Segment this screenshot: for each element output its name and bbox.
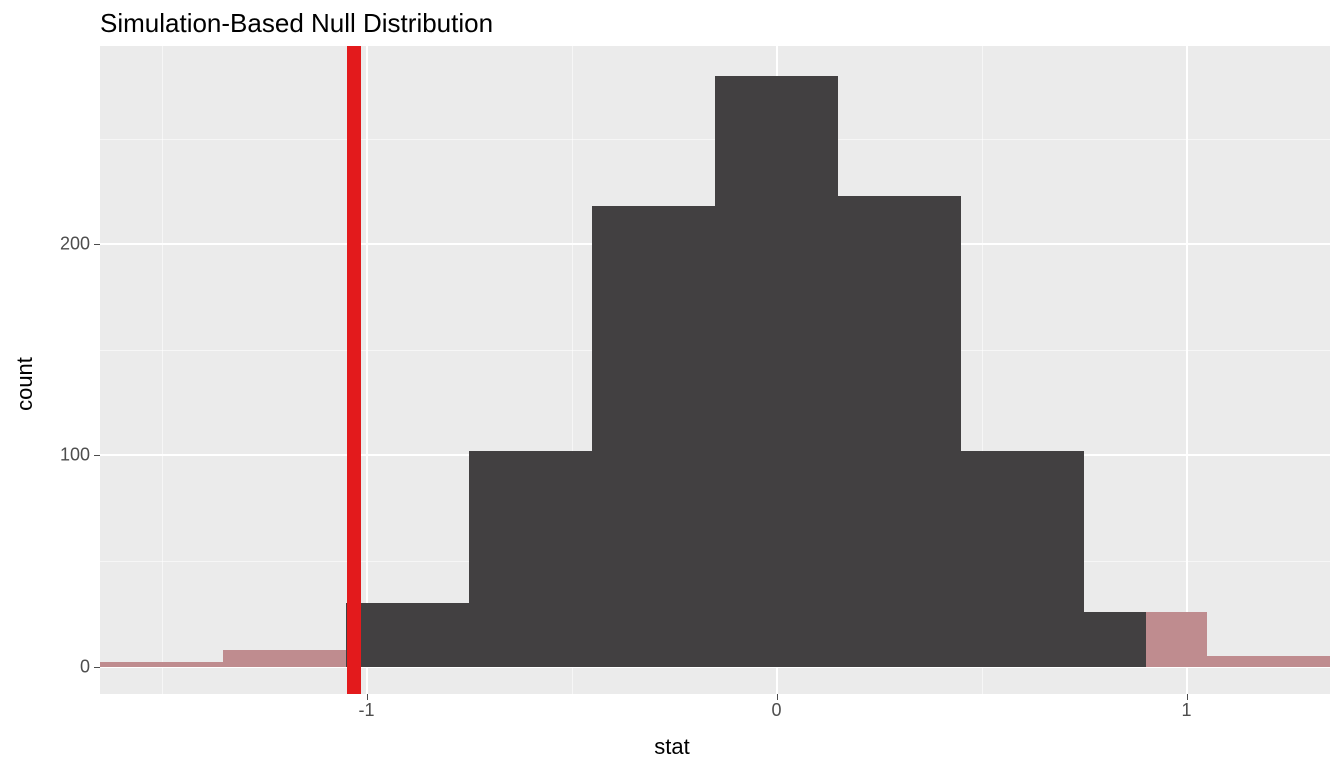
histogram-bar	[838, 196, 961, 667]
y-tick-mark	[94, 455, 100, 456]
y-tick-mark	[94, 667, 100, 668]
histogram-bar	[592, 206, 715, 666]
histogram-bar	[715, 76, 838, 667]
histogram-bar	[346, 603, 469, 666]
histogram-bar-shaded	[1207, 656, 1330, 667]
figure: Simulation-Based Null Distribution count…	[0, 0, 1344, 768]
histogram-bar-shaded	[223, 650, 346, 667]
histogram-bar	[469, 451, 592, 666]
histogram-bar-shaded	[1146, 612, 1208, 667]
histogram-bar-shaded	[100, 662, 223, 666]
histogram-bar	[961, 451, 1084, 666]
plot-panel: 0100200-101	[100, 46, 1330, 694]
y-tick-mark	[94, 244, 100, 245]
x-tick-label: 0	[771, 700, 781, 721]
y-tick-label: 200	[60, 234, 90, 255]
x-axis-label: stat	[654, 734, 689, 760]
gridline-major-v	[366, 46, 368, 694]
gridline-minor-v	[162, 46, 163, 694]
gridline-major-v	[1186, 46, 1188, 694]
chart-title: Simulation-Based Null Distribution	[100, 8, 493, 39]
y-tick-label: 100	[60, 445, 90, 466]
x-tick-label: -1	[358, 700, 374, 721]
observed-stat-line	[347, 46, 361, 694]
histogram-bar	[1084, 612, 1146, 667]
y-tick-label: 0	[80, 656, 90, 677]
y-axis-label: count	[12, 357, 38, 411]
x-tick-label: 1	[1181, 700, 1191, 721]
